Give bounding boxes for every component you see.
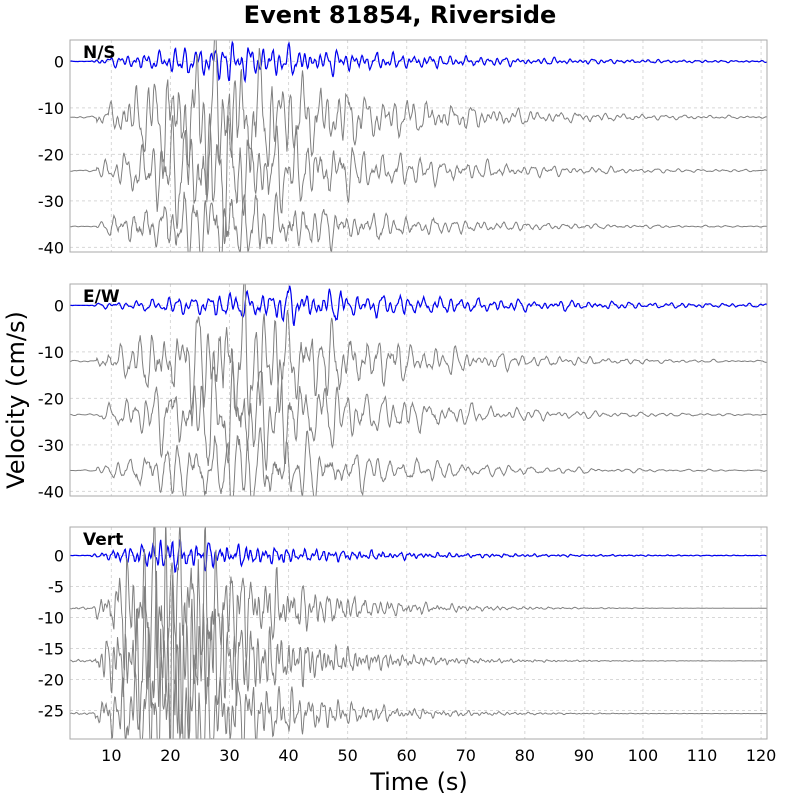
- y-tick-label: -40: [38, 482, 64, 501]
- y-tick-label: -20: [38, 145, 64, 164]
- panel-label: N/S: [83, 43, 116, 63]
- y-tick-label: -15: [38, 639, 64, 658]
- plot-frame: [69, 283, 768, 497]
- series-line-2: [70, 93, 767, 244]
- traces: [70, 527, 767, 739]
- series-line-1: [70, 527, 767, 716]
- series-line-2: [70, 570, 767, 739]
- plot-frame: [69, 39, 768, 253]
- chart-title: Event 81854, Riverside: [244, 1, 557, 29]
- traces: [70, 284, 767, 496]
- series-line-0: [70, 285, 767, 327]
- x-tick-label: 20: [160, 746, 180, 765]
- x-tick-label: 80: [515, 746, 535, 765]
- series-line-1: [70, 40, 767, 203]
- y-tick-label: -10: [38, 343, 64, 362]
- y-tick-label: -25: [38, 701, 64, 720]
- panel-ns: 0 -10 -20 -30 -40 N/S: [38, 39, 768, 257]
- y-tick-label: -30: [38, 192, 64, 211]
- series-line-2: [70, 349, 767, 471]
- x-axis-label: Time (s): [369, 768, 468, 796]
- x-tick-label: 70: [456, 746, 476, 765]
- x-tick-label: 110: [687, 746, 718, 765]
- series-line-0: [70, 539, 767, 573]
- x-tick-label: 40: [278, 746, 298, 765]
- traces: [70, 40, 767, 252]
- x-tick-label: 100: [628, 746, 659, 765]
- panel-label: E/W: [83, 287, 120, 307]
- y-tick-label: -5: [48, 578, 64, 597]
- panels-group: 0 -10 -20 -30 -40 N/S 0 -10 -20 -30 -40 E/W 0 -5 -10 -1…: [38, 39, 777, 765]
- panel-label: Vert: [83, 530, 123, 550]
- x-tick-label: 10: [101, 746, 121, 765]
- y-tick-label: -20: [38, 670, 64, 689]
- series-line-3: [70, 617, 767, 739]
- y-axis-label: Velocity (cm/s): [2, 311, 30, 489]
- plot-frame: [69, 526, 768, 740]
- y-tick-label: 0: [54, 547, 64, 566]
- x-tick-label: 60: [397, 746, 417, 765]
- y-tick-label: -30: [38, 436, 64, 455]
- series-line-0: [70, 40, 767, 84]
- series-line-3: [70, 427, 767, 496]
- x-tick-label: 50: [337, 746, 357, 765]
- x-tick-label: 30: [219, 746, 239, 765]
- series-line-1: [70, 284, 767, 427]
- series-line-3: [70, 191, 767, 252]
- y-tick-label: -10: [38, 99, 64, 118]
- y-tick-label: 0: [54, 296, 64, 315]
- y-tick-label: 0: [54, 52, 64, 71]
- y-tick-label: -10: [38, 609, 64, 628]
- panel-vert: 0 -5 -10 -15 -20 -25 Vert 10 20 30 40 50 60 70 80 90 100…: [38, 526, 777, 765]
- y-tick-label: -40: [38, 238, 64, 257]
- panel-ew: 0 -10 -20 -30 -40 E/W: [38, 283, 768, 501]
- x-tick-label: 90: [574, 746, 594, 765]
- x-tick-label: 120: [746, 746, 777, 765]
- y-tick-label: -20: [38, 389, 64, 408]
